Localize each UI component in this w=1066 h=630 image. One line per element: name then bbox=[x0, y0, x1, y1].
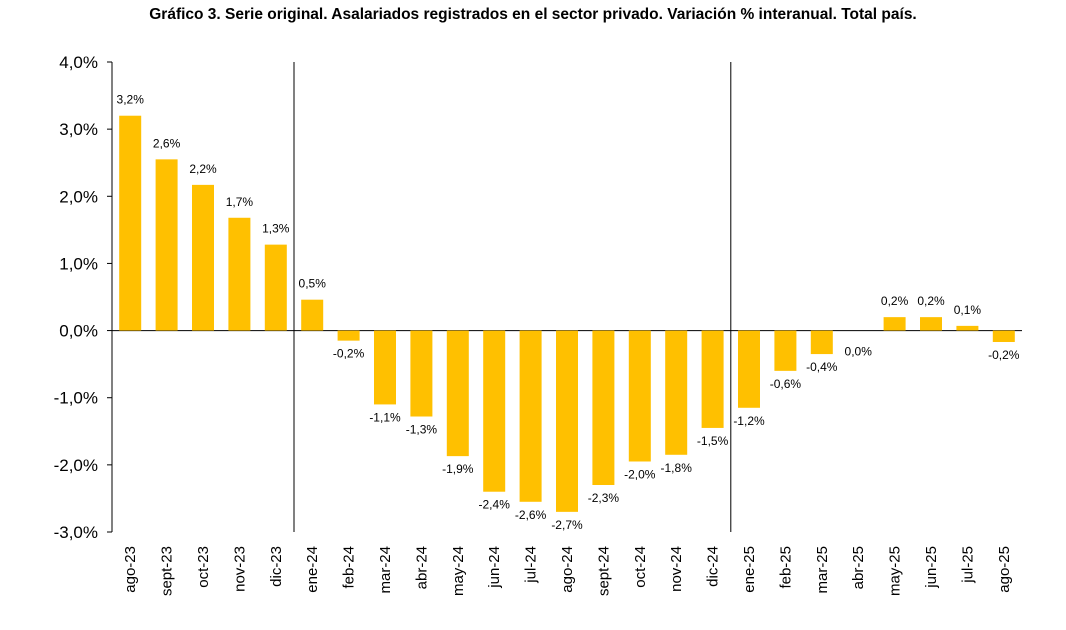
bar-dic-24 bbox=[701, 330, 724, 428]
data-label: 1,3% bbox=[262, 222, 290, 236]
y-tick-label: 3,0% bbox=[59, 120, 98, 139]
data-label: -2,0% bbox=[624, 468, 656, 482]
x-tick-label: jul-25 bbox=[959, 546, 976, 584]
data-label: 0,5% bbox=[299, 277, 327, 291]
bar-abr-24 bbox=[410, 330, 433, 417]
data-label: -1,8% bbox=[661, 461, 693, 475]
x-tick-label: dic-24 bbox=[705, 546, 722, 587]
x-tick-label: ene-25 bbox=[741, 546, 758, 593]
bar-jul-24 bbox=[519, 330, 542, 502]
bar-sept-24 bbox=[592, 330, 615, 485]
data-label: -0,4% bbox=[806, 360, 838, 374]
y-tick-label: 1,0% bbox=[59, 254, 98, 273]
data-label: -0,2% bbox=[333, 347, 365, 361]
bar-jun-24 bbox=[483, 330, 506, 492]
x-tick-label: ago-24 bbox=[559, 546, 576, 593]
chart-title: Gráfico 3. Serie original. Asalariados r… bbox=[149, 6, 917, 23]
x-tick-label: ene-24 bbox=[304, 546, 321, 593]
data-label: -2,4% bbox=[479, 498, 511, 512]
data-label: -1,3% bbox=[406, 423, 438, 437]
bar-ago-24 bbox=[556, 330, 578, 512]
x-tick-label: ago-25 bbox=[996, 546, 1013, 593]
x-tick-label: feb-25 bbox=[777, 546, 794, 589]
data-label: 0,2% bbox=[917, 294, 945, 308]
y-tick-label: 4,0% bbox=[59, 53, 98, 72]
x-tick-label: nov-23 bbox=[231, 546, 248, 592]
data-label: 0,1% bbox=[954, 303, 982, 317]
x-tick-label: nov-24 bbox=[668, 546, 685, 592]
bar-may-25 bbox=[883, 317, 906, 331]
bar-nov-24 bbox=[665, 330, 688, 455]
bar-series bbox=[119, 115, 1015, 512]
data-label: -2,7% bbox=[551, 518, 583, 532]
x-tick-label: jun-24 bbox=[486, 546, 503, 589]
bar-mar-25 bbox=[810, 330, 833, 355]
bar-oct-23 bbox=[192, 184, 214, 331]
data-label: -2,6% bbox=[515, 508, 547, 522]
x-tick-label: may-24 bbox=[450, 546, 467, 596]
x-tick-label: jun-25 bbox=[923, 546, 940, 589]
bar-jun-25 bbox=[920, 317, 942, 331]
x-axis-labels: ago-23 sept-23 oct-23 nov-23 dic-23 ene-24 feb… bbox=[122, 546, 1013, 596]
x-tick-label: oct-24 bbox=[632, 546, 649, 588]
data-label: 1,7% bbox=[226, 195, 254, 209]
x-tick-label: mar-25 bbox=[814, 546, 831, 594]
y-tick-label: 0,0% bbox=[59, 322, 98, 341]
bar-ago-25 bbox=[992, 330, 1015, 342]
x-tick-label: sept-23 bbox=[159, 546, 176, 596]
bar-mar-24 bbox=[374, 330, 396, 405]
data-label: -1,9% bbox=[442, 462, 474, 476]
data-label: -2,3% bbox=[588, 491, 620, 505]
bar-nov-23 bbox=[228, 217, 251, 331]
bar-dic-23 bbox=[264, 244, 287, 331]
data-label: 0,0% bbox=[845, 345, 873, 359]
bar-ene-24 bbox=[301, 299, 324, 331]
data-label: -1,2% bbox=[733, 414, 765, 428]
x-tick-label: mar-24 bbox=[377, 546, 394, 594]
bar-jul-25 bbox=[956, 325, 979, 331]
y-tick-label: -1,0% bbox=[54, 389, 98, 408]
x-tick-label: jul-24 bbox=[523, 546, 540, 584]
y-tick-label: -3,0% bbox=[54, 523, 98, 542]
x-tick-label: abr-24 bbox=[413, 546, 430, 589]
x-tick-label: sept-24 bbox=[595, 546, 612, 596]
bar-sept-23 bbox=[155, 159, 178, 331]
data-labels: 3,2% 2,6% 2,2% 1,7% 1,3% 0,5% -0,2% -1,1% -1,3% -… bbox=[117, 93, 1020, 532]
x-tick-label: feb-24 bbox=[341, 546, 358, 589]
data-label: 2,2% bbox=[189, 162, 217, 176]
bar-ene-25 bbox=[738, 330, 760, 408]
data-label: -1,1% bbox=[369, 410, 401, 424]
bar-may-24 bbox=[446, 330, 469, 457]
y-tick-label: -2,0% bbox=[54, 456, 98, 475]
y-tick-label: 2,0% bbox=[59, 187, 98, 206]
data-label: 0,2% bbox=[881, 294, 909, 308]
data-label: -1,5% bbox=[697, 434, 729, 448]
x-tick-label: may-25 bbox=[887, 546, 904, 596]
bar-ago-23 bbox=[119, 115, 142, 331]
data-label: 2,6% bbox=[153, 136, 181, 150]
bar-oct-24 bbox=[628, 330, 651, 462]
data-label: 3,2% bbox=[117, 93, 145, 107]
bar-feb-24 bbox=[337, 330, 360, 341]
data-label: -0,2% bbox=[988, 348, 1020, 362]
data-label: -0,6% bbox=[770, 377, 802, 391]
x-tick-label: ago-23 bbox=[122, 546, 139, 593]
y-axis-labels: 4,0% 3,0% 2,0% 1,0% 0,0% -1,0% -2,0% -3,0% bbox=[54, 53, 98, 542]
bar-feb-25 bbox=[774, 330, 797, 371]
x-tick-label: dic-23 bbox=[268, 546, 285, 587]
x-tick-label: abr-25 bbox=[850, 546, 867, 589]
x-tick-label: oct-23 bbox=[195, 546, 212, 588]
